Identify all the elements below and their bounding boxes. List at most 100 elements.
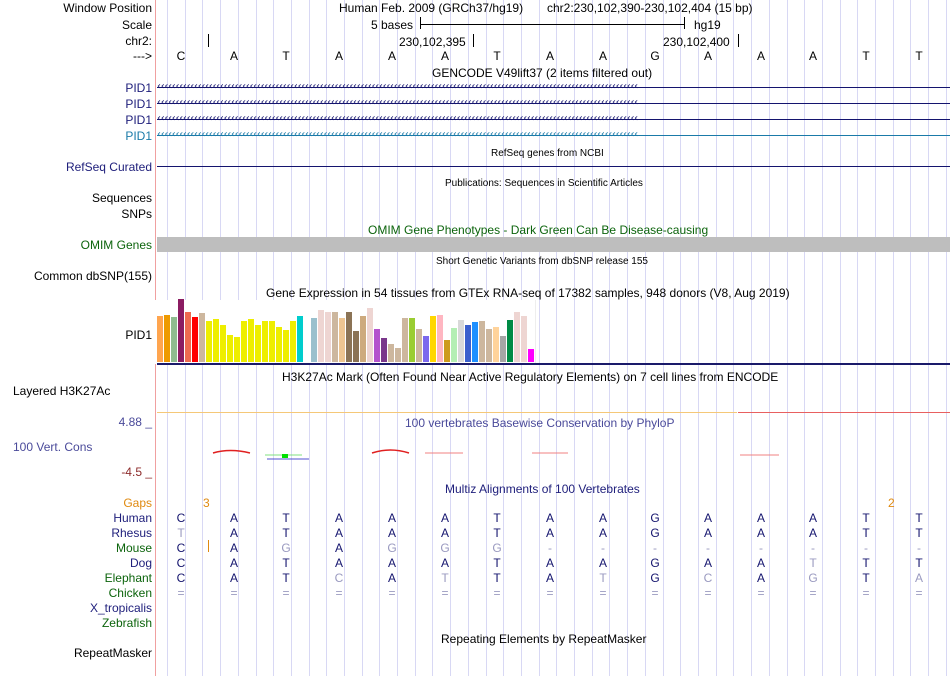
gtex-tissue-bar[interactable] (367, 308, 373, 362)
gtex-tissue-bar[interactable] (255, 325, 261, 362)
phylop-label[interactable]: 100 Vert. Cons (13, 440, 93, 454)
gtex-tissue-bar[interactable] (458, 320, 464, 362)
gtex-tissue-bar[interactable] (423, 336, 429, 362)
species-label[interactable]: X_tropicalis (89, 601, 152, 615)
omim-track-title[interactable]: OMIM Gene Phenotypes - Dark Green Can Be… (368, 223, 709, 237)
gtex-tissue-bar[interactable] (290, 321, 296, 362)
gtex-tissue-bar[interactable] (507, 320, 513, 362)
species-label[interactable]: Elephant (104, 571, 152, 585)
refseq-track-title[interactable]: RefSeq genes from NCBI (491, 148, 604, 159)
position-readout[interactable]: chr2:230,102,390-230,102,404 (15 bp) (547, 1, 753, 15)
gtex-tissue-bar[interactable] (395, 348, 401, 362)
species-label[interactable]: Rhesus (111, 526, 152, 540)
alignment-base: T (282, 556, 290, 570)
h3k27ac-track-title[interactable]: H3K27Ac Mark (Often Found Near Active Re… (282, 370, 779, 384)
gtex-tissue-bar[interactable] (178, 299, 184, 362)
gtex-tissue-bar[interactable] (416, 329, 422, 362)
gtex-tissue-bar[interactable] (437, 315, 443, 362)
gtex-tissue-bar[interactable] (381, 338, 387, 362)
gencode-track-title[interactable]: GENCODE V49lift37 (2 items filtered out) (432, 66, 653, 80)
gencode-item-label[interactable]: PID1 (125, 97, 152, 111)
gtex-tissue-bar[interactable] (402, 318, 408, 362)
ruler-label-2: 230,102,400 (663, 35, 730, 49)
base: G (650, 49, 660, 63)
species-label[interactable]: Human (113, 511, 152, 525)
gtex-tissue-bar[interactable] (192, 317, 198, 362)
gtex-tissue-bar[interactable] (374, 329, 380, 362)
gtex-tissue-bar[interactable] (206, 321, 212, 362)
omim-gene-bar[interactable] (157, 237, 950, 252)
gencode-item-label[interactable]: PID1 (125, 113, 152, 127)
gtex-track-title[interactable]: Gene Expression in 54 tissues from GTEx … (266, 286, 790, 300)
gtex-tissue-bar[interactable] (346, 312, 352, 362)
publications-label-line1[interactable]: Sequences (91, 191, 152, 205)
omim-label[interactable]: OMIM Genes (80, 238, 152, 252)
gtex-tissue-bar[interactable] (241, 321, 247, 362)
species-label[interactable]: Dog (129, 556, 152, 570)
refseq-label[interactable]: RefSeq Curated (65, 160, 152, 174)
gtex-tissue-bar[interactable] (318, 310, 324, 362)
gtex-tissue-bar[interactable] (199, 313, 205, 362)
gtex-tissue-bar[interactable] (332, 312, 338, 362)
gtex-tissue-bar[interactable] (248, 319, 254, 362)
gtex-tissue-bar[interactable] (220, 325, 226, 362)
phylop-plot[interactable] (155, 440, 950, 470)
gencode-item-label[interactable]: PID1 (125, 129, 152, 143)
gtex-tissue-bar[interactable] (521, 316, 527, 362)
species-label[interactable]: Mouse (115, 541, 152, 555)
gtex-tissue-bar[interactable] (269, 321, 275, 362)
gtex-tissue-bar[interactable] (451, 328, 457, 362)
species-label[interactable]: Chicken (108, 586, 152, 600)
gtex-tissue-bar[interactable] (171, 317, 177, 362)
gtex-tissue-bar[interactable] (486, 329, 492, 362)
dbsnp-track-title[interactable]: Short Genetic Variants from dbSNP releas… (436, 256, 648, 267)
gtex-tissue-bar[interactable] (297, 316, 303, 362)
gtex-tissue-bar[interactable] (262, 321, 268, 362)
gtex-tissue-bar[interactable] (472, 322, 478, 362)
gtex-tissue-bar[interactable] (213, 319, 219, 362)
gtex-tissue-bar[interactable] (465, 325, 471, 362)
gtex-tissue-bar[interactable] (311, 318, 317, 362)
publications-track-title[interactable]: Publications: Sequences in Scientific Ar… (445, 178, 643, 189)
gtex-tissue-bar[interactable] (500, 336, 506, 362)
gtex-tissue-bar[interactable] (409, 318, 415, 362)
grid-line (804, 0, 805, 676)
species-label[interactable]: Zebrafish (101, 616, 152, 630)
refseq-gene-line[interactable] (157, 166, 950, 167)
mouse-insertion-marker (208, 540, 209, 552)
gtex-tissue-bar[interactable] (185, 312, 191, 362)
h3k27ac-label[interactable]: Layered H3K27Ac (13, 384, 111, 398)
publications-label-line2[interactable]: SNPs (121, 207, 152, 221)
alignment-base: T (493, 556, 501, 570)
gtex-tissue-bar[interactable] (353, 331, 359, 362)
gtex-tissue-bar[interactable] (325, 312, 331, 362)
gtex-tissue-bar[interactable] (430, 316, 436, 362)
gtex-label[interactable]: PID1 (125, 328, 152, 342)
gtex-tissue-bar[interactable] (164, 315, 170, 362)
gtex-tissue-bar[interactable] (514, 312, 520, 362)
gtex-tissue-bar[interactable] (493, 327, 499, 362)
gencode-gene-line[interactable] (157, 87, 950, 88)
gencode-gene-line[interactable] (157, 135, 950, 136)
gtex-tissue-bar[interactable] (276, 327, 282, 362)
gtex-tissue-bar[interactable] (227, 335, 233, 362)
dbsnp-label[interactable]: Common dbSNP(155) (33, 269, 152, 283)
gtex-chart[interactable] (155, 299, 536, 364)
phylop-track-title[interactable]: 100 vertebrates Basewise Conservation by… (405, 416, 675, 430)
gencode-gene-line[interactable] (157, 103, 950, 104)
base: A (756, 49, 765, 63)
repeatmasker-label[interactable]: RepeatMasker (73, 646, 152, 660)
gencode-gene-line[interactable] (157, 119, 950, 120)
gencode-item-label[interactable]: PID1 (125, 81, 152, 95)
gtex-tissue-bar[interactable] (234, 337, 240, 362)
gtex-tissue-bar[interactable] (479, 321, 485, 362)
gtex-tissue-bar[interactable] (444, 340, 450, 362)
gtex-tissue-bar[interactable] (157, 316, 163, 362)
gtex-tissue-bar[interactable] (283, 330, 289, 362)
gtex-tissue-bar[interactable] (528, 349, 534, 362)
repeatmasker-track-title[interactable]: Repeating Elements by RepeatMasker (441, 632, 647, 646)
multiz-track-title[interactable]: Multiz Alignments of 100 Vertebrates (445, 482, 640, 496)
gtex-tissue-bar[interactable] (360, 316, 366, 362)
gtex-tissue-bar[interactable] (388, 344, 394, 362)
gtex-tissue-bar[interactable] (339, 318, 345, 362)
